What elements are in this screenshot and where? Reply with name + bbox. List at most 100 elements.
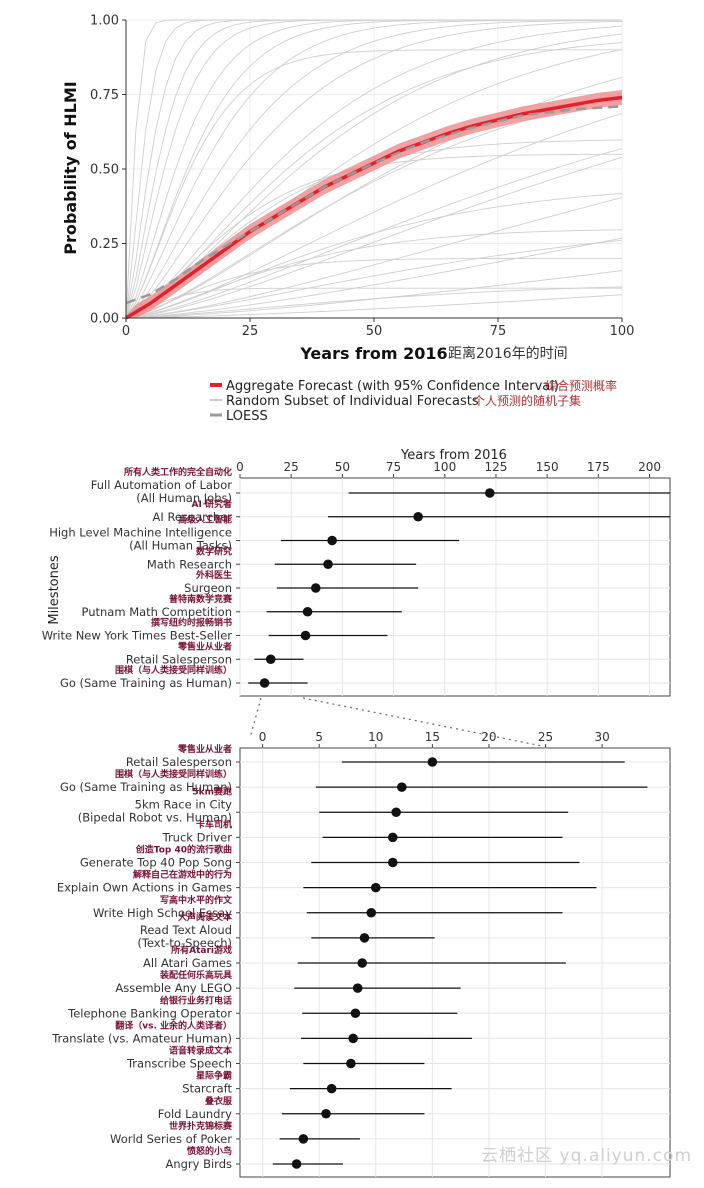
chart3-label: Go (Same Training as Human) bbox=[60, 780, 232, 794]
chart3-label-cn: 创造Top 40的流行歌曲 bbox=[135, 844, 232, 856]
chart3-xtick-label: 10 bbox=[368, 730, 383, 744]
individual-forecast-line bbox=[125, 193, 623, 319]
chart1-xtick-label: 100 bbox=[610, 324, 635, 339]
zoom-connector bbox=[249, 697, 543, 747]
chart2-xtick-label: 0 bbox=[236, 460, 244, 474]
chart3-label: Angry Birds bbox=[165, 1157, 232, 1171]
legend-label-aggregate-cn: 综合预测概率 bbox=[545, 378, 617, 393]
chart2-median-point bbox=[323, 559, 333, 570]
individual-forecast-line bbox=[125, 33, 623, 319]
chart2-median-point bbox=[327, 535, 337, 546]
chart1-ytick-label: 1.00 bbox=[90, 14, 119, 29]
chart2-xtick-label: 25 bbox=[284, 460, 299, 474]
chart3-xtick-label: 25 bbox=[538, 730, 553, 744]
chart3-label-cn: 给银行业务打电话 bbox=[160, 994, 232, 1006]
chart3-median-point bbox=[391, 807, 401, 818]
legend-label-individual-cn: 个人预测的随机子集 bbox=[473, 393, 581, 408]
chart3-median-point bbox=[357, 958, 368, 968]
chart2-median-point bbox=[413, 511, 423, 522]
chart2-ylabel: Milestones bbox=[47, 555, 62, 624]
individual-forecast-line bbox=[125, 76, 623, 319]
chart2-label-2: (All Human Tasks) bbox=[129, 539, 232, 553]
zoom-line-left bbox=[249, 697, 262, 739]
chart2-label-cn: 普特南数学竞赛 bbox=[169, 593, 233, 605]
chart1-ytick-label: 0.25 bbox=[90, 237, 119, 252]
chart3-label: Fold Laundry bbox=[158, 1107, 232, 1121]
chart3-label: All Atari Games bbox=[143, 956, 232, 970]
chart3-median-point bbox=[359, 933, 370, 943]
chart2-label: Write New York Times Best-Seller bbox=[42, 629, 233, 643]
chart3-label: Starcraft bbox=[182, 1082, 232, 1096]
chart3-median-point bbox=[321, 1108, 331, 1119]
individual-forecast-line bbox=[125, 287, 622, 319]
individual-forecast-line bbox=[125, 20, 623, 319]
chart3-label: Retail Salesperson bbox=[126, 755, 232, 769]
individual-forecast-line bbox=[125, 257, 622, 319]
chart3-median-point bbox=[370, 882, 381, 893]
chart2-label-cn: 撰写纽约时报畅销书 bbox=[151, 617, 232, 629]
chart3-label: Generate Top 40 Pop Song bbox=[80, 856, 232, 870]
chart1-xtick-label: 0 bbox=[122, 324, 130, 339]
chart3-label-cn: 翻译（vs. 业余的人类译者） bbox=[115, 1019, 232, 1031]
chart3-median-point bbox=[397, 782, 407, 792]
milestones-chart: Years from 2016 Milestones 0 25 50 75 100 125… bbox=[42, 448, 671, 697]
chart2-label: Putnam Math Competition bbox=[81, 605, 232, 619]
chart3-label-cn: 写高中水平的作文 bbox=[160, 894, 233, 906]
chart3-label-cn: 星际争霸 bbox=[196, 1070, 232, 1082]
chart3-median-point bbox=[346, 1058, 356, 1069]
chart2-label: Retail Salesperson bbox=[126, 652, 232, 666]
chart3-label-cn: 卡车司机 bbox=[196, 818, 232, 830]
chart3-label-2: (Bipedal Robot vs. Human) bbox=[78, 810, 232, 824]
chart1-xtick-label: 75 bbox=[490, 324, 507, 339]
chart2-median-point bbox=[485, 488, 495, 498]
chart2-label: Math Research bbox=[147, 557, 232, 571]
chart2-median-point bbox=[265, 654, 276, 665]
chart3-label: Explain Own Actions in Games bbox=[57, 881, 232, 895]
chart3-label: Telephone Banking Operator bbox=[67, 1006, 232, 1020]
chart3-median-point bbox=[326, 1083, 337, 1094]
chart2-median-point bbox=[310, 583, 321, 593]
chart2-label: AI Researcher bbox=[153, 510, 233, 524]
chart3-median-point bbox=[348, 1033, 358, 1044]
chart2-label: Surgeon bbox=[184, 581, 232, 595]
chart3-label: Transcribe Speech bbox=[126, 1057, 232, 1071]
chart1-legend: Aggregate Forecast (with 95% Confidence … bbox=[210, 378, 617, 424]
chart2-label-cn: 数学研究 bbox=[196, 545, 232, 557]
chart2-label-cn: 高级人工智能 bbox=[178, 514, 232, 526]
chart3-xtick-label: 15 bbox=[425, 730, 440, 744]
chart3-label: Assemble Any LEGO bbox=[115, 981, 232, 995]
chart3-label-cn: 装配任何乐高玩具 bbox=[159, 969, 232, 981]
chart2-xtick-label: 75 bbox=[386, 460, 401, 474]
chart2-label: High Level Machine Intelligence bbox=[49, 526, 232, 540]
individual-forecast-line bbox=[125, 286, 623, 319]
chart3-label: 5km Race in City bbox=[135, 797, 233, 811]
chart2-label-cn: 所有人类工作的完全自动化 bbox=[124, 466, 232, 478]
chart1-individual-forecasts bbox=[125, 19, 623, 319]
chart3-xtick-label: 30 bbox=[594, 730, 609, 744]
chart3-xtick-label: 0 bbox=[259, 730, 267, 744]
chart2-plot-frame bbox=[239, 477, 671, 697]
chart3-label: Read Text Aloud bbox=[140, 923, 232, 937]
chart2-xtick-label: 175 bbox=[587, 460, 610, 474]
chart2-label-cn: 围棋（与人类接受同样训练） bbox=[115, 664, 232, 676]
chart3-median-point bbox=[350, 1008, 361, 1019]
chart1-loess-line bbox=[125, 105, 623, 305]
chart3-median-point bbox=[298, 1134, 309, 1144]
chart2-xtick-label: 125 bbox=[484, 460, 507, 474]
chart3-label-cn: 语音转录成文本 bbox=[169, 1045, 233, 1057]
zoom-line-right bbox=[302, 697, 543, 747]
individual-forecast-line bbox=[125, 239, 623, 319]
chart2-xtick-label: 100 bbox=[433, 460, 456, 474]
chart3-median-point bbox=[352, 983, 363, 993]
individual-forecast-line bbox=[125, 25, 623, 319]
chart3-label-cn: 愤怒的小鸟 bbox=[187, 1145, 232, 1157]
legend-label-individual: Random Subset of Individual Forecasts bbox=[226, 394, 479, 409]
chart2-label-cn: AI 研究者 bbox=[192, 498, 232, 510]
chart2-median-point bbox=[302, 606, 313, 617]
individual-forecast-line bbox=[125, 19, 622, 319]
chart1-ytick-label: 0.75 bbox=[90, 88, 119, 103]
chart2-label-cn: 外科医生 bbox=[195, 569, 232, 581]
chart3-label-cn: 世界扑克锦标赛 bbox=[169, 1120, 233, 1132]
chart3-label-cn: 所有Atari游戏 bbox=[171, 944, 232, 956]
